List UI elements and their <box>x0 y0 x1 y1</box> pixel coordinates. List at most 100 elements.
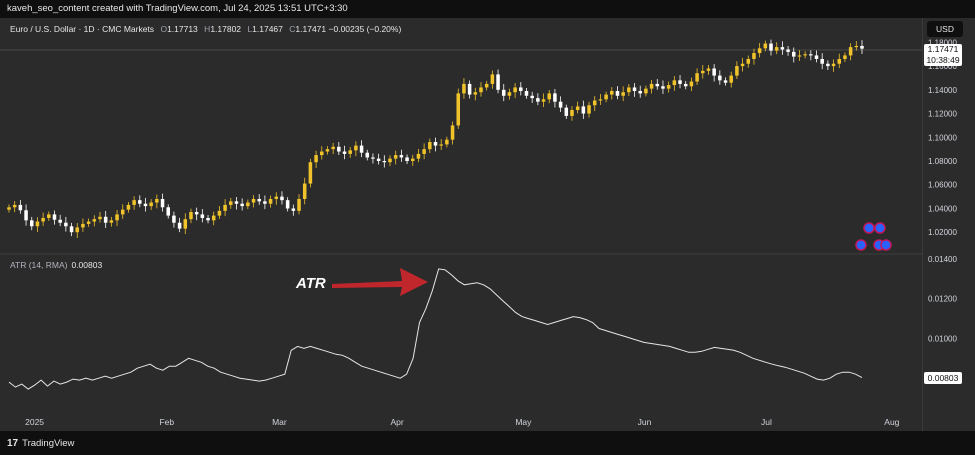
close-label: C <box>289 24 296 34</box>
candle-body <box>820 58 824 64</box>
atr-annotation: ATR <box>295 268 428 296</box>
candle-body <box>234 201 239 204</box>
economic-event-icon[interactable] <box>880 239 892 251</box>
candle-body <box>718 75 722 81</box>
price-axis[interactable] <box>922 18 975 431</box>
currency-button[interactable]: USD <box>927 21 963 37</box>
candle-body <box>229 201 233 205</box>
time-tick-label: Apr <box>390 417 403 427</box>
candle-body <box>206 217 210 221</box>
candle-body <box>194 212 199 215</box>
atr-tick-label: 0.01000 <box>928 334 957 343</box>
candle-body <box>575 106 580 110</box>
candle-body <box>530 95 534 99</box>
symbol-legend[interactable]: Euro / U.S. Dollar · 1D · CMC Markets O1… <box>10 24 401 34</box>
candle-body <box>632 87 637 92</box>
candle-body <box>843 55 847 59</box>
candle-body <box>183 219 188 229</box>
candle-body <box>706 68 711 71</box>
candle-body <box>189 212 193 220</box>
tradingview-logo-icon: 17 <box>7 438 19 449</box>
atr-tick-label: 0.01200 <box>928 295 957 304</box>
candle-body <box>410 158 415 162</box>
candle-body <box>627 87 631 93</box>
economic-event-icon[interactable] <box>874 222 886 234</box>
candle-body <box>354 145 358 151</box>
time-tick-label: Feb <box>159 417 174 427</box>
atr-line <box>8 268 863 390</box>
candle-body <box>541 99 546 102</box>
candle-body <box>302 183 307 199</box>
candle-body <box>291 208 296 211</box>
low-value: 1.17467 <box>252 24 283 34</box>
economic-event-icon[interactable] <box>855 239 867 251</box>
atr-label: ATR (14, RMA) <box>10 260 68 270</box>
candle-body <box>564 107 569 116</box>
candle-body <box>484 83 489 88</box>
candle-body <box>752 53 756 59</box>
candle-body <box>519 87 523 92</box>
candle-body <box>399 155 404 158</box>
candle-body <box>109 220 114 223</box>
candle-body <box>24 210 28 221</box>
candle-body <box>246 202 250 207</box>
candle-body <box>763 43 768 49</box>
change-value: −0.00235 (−0.20%) <box>328 24 402 34</box>
candle-body <box>740 63 745 67</box>
atr-annotation-text: ATR <box>295 275 326 292</box>
candle-body <box>81 223 85 228</box>
candle-body <box>7 207 11 210</box>
candle-body <box>655 83 660 87</box>
candle-body <box>274 196 279 199</box>
candle-body <box>35 221 40 227</box>
candle-body <box>837 58 842 64</box>
economic-event-icon[interactable] <box>863 222 875 234</box>
candle-body <box>337 146 341 152</box>
candle-body <box>58 219 62 223</box>
candle-body <box>735 66 739 76</box>
candle-body <box>115 214 119 221</box>
candle-body <box>803 54 807 56</box>
candle-body <box>86 221 91 224</box>
candle-body <box>211 215 216 221</box>
candle-body <box>376 158 381 162</box>
candle-body <box>160 198 165 208</box>
candle-body <box>507 92 512 96</box>
candle-body <box>29 220 34 227</box>
candle-body <box>712 68 716 76</box>
price-tick-label: 1.08000 <box>928 157 957 166</box>
open-value: 1.17713 <box>167 24 198 34</box>
candle-body <box>388 158 392 163</box>
candle-body <box>723 80 728 83</box>
candle-body <box>308 162 313 184</box>
candle-body <box>683 83 688 87</box>
candles <box>7 39 864 239</box>
candle-body <box>826 63 830 67</box>
candle-body <box>314 155 318 163</box>
candle-body <box>786 49 790 52</box>
open-label: O <box>160 24 168 34</box>
candle-body <box>860 45 864 49</box>
atr-legend[interactable]: ATR (14, RMA) 0.00803 <box>10 260 102 270</box>
candle-body <box>547 93 551 100</box>
candle-body <box>524 91 529 96</box>
candle-body <box>536 98 540 102</box>
candle-body <box>120 209 125 215</box>
candle-body <box>604 94 608 100</box>
atr-last-value: 0.00803 <box>924 372 962 384</box>
tradingview-brand[interactable]: 17 TradingView <box>7 438 74 449</box>
candle-body <box>223 204 227 211</box>
candle-body <box>263 201 267 204</box>
candle-body <box>52 214 57 220</box>
price-tick-label: 1.18000 <box>928 38 957 47</box>
candle-body <box>297 198 301 211</box>
arrow-icon <box>332 268 428 296</box>
candle-body <box>757 48 762 54</box>
candle-body <box>251 198 256 203</box>
chart-panel[interactable] <box>0 18 922 431</box>
candle-body <box>103 216 108 223</box>
candle-body <box>422 149 426 154</box>
candle-body <box>75 227 80 233</box>
candle-body <box>848 47 853 56</box>
candle-body <box>405 157 409 162</box>
